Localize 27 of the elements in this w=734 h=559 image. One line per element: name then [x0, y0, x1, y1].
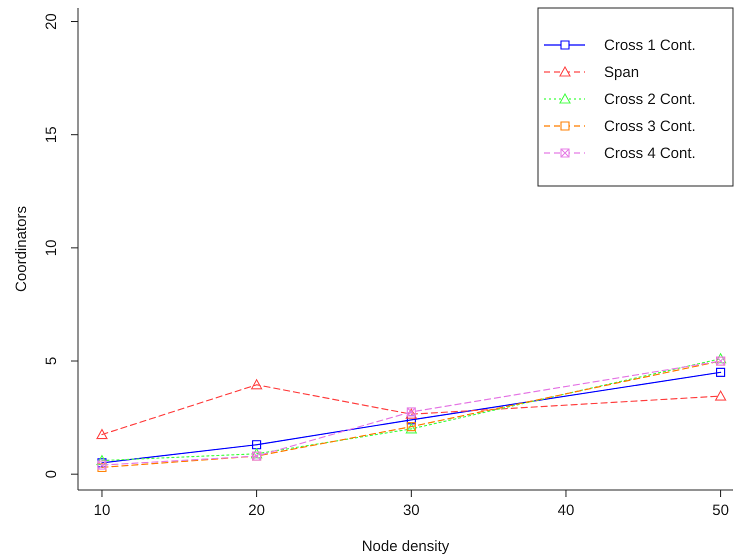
point: [406, 407, 416, 416]
y-tick-label: 5: [43, 356, 60, 366]
x-tick-label: 50: [712, 502, 729, 519]
point: [715, 390, 726, 401]
y-tick-label: 20: [43, 13, 60, 30]
legend-label: Cross 1 Cont.: [604, 37, 696, 54]
point: [96, 429, 108, 440]
point: [716, 368, 726, 377]
point: [251, 379, 262, 390]
legend-label: Cross 2 Cont.: [604, 91, 696, 108]
y-tick-label: 10: [43, 240, 60, 256]
point: [406, 408, 417, 419]
point: [251, 448, 262, 458]
y-tick-label: 0: [43, 470, 60, 478]
y-axis-title: Coordinators: [13, 206, 30, 292]
x-tick-label: 10: [94, 502, 110, 519]
legend-label: Span: [604, 64, 640, 81]
x-axis-title: Node density: [362, 538, 450, 555]
legend-label: Cross 3 Cont.: [604, 118, 696, 135]
point: [252, 440, 262, 450]
y-tick-label: 15: [43, 126, 60, 144]
point: [96, 455, 108, 466]
legend-label: Cross 4 Cont.: [604, 145, 696, 162]
x-tick-label: 30: [402, 502, 420, 519]
x-tick-label: 40: [558, 502, 574, 519]
x-tick-label: 20: [248, 502, 265, 519]
point: [715, 353, 726, 364]
